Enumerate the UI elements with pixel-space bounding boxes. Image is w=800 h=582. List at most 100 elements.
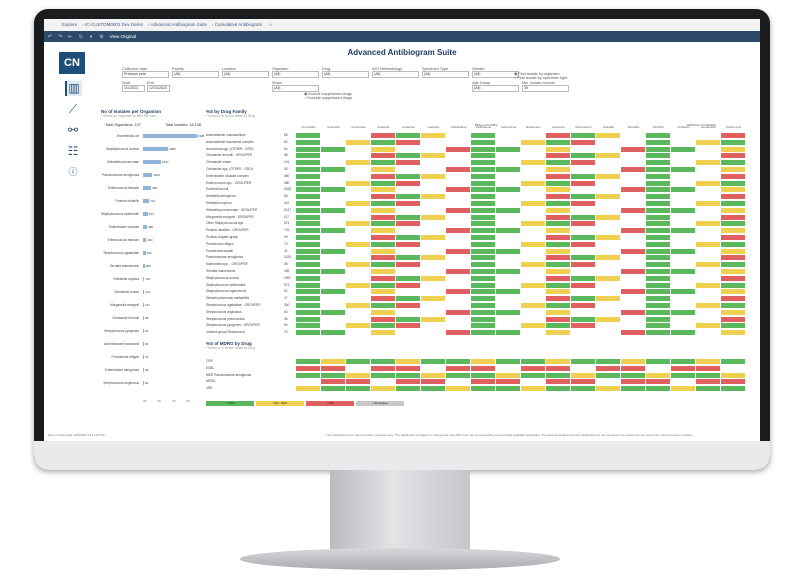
susceptibility-cell[interactable] bbox=[371, 309, 395, 315]
susceptibility-cell[interactable] bbox=[521, 303, 545, 308]
susceptibility-cell[interactable] bbox=[421, 235, 445, 240]
susceptibility-cell[interactable] bbox=[346, 235, 370, 240]
susceptibility-cell[interactable] bbox=[471, 139, 495, 145]
susceptibility-cell[interactable] bbox=[496, 289, 520, 295]
susceptibility-cell[interactable] bbox=[396, 296, 420, 302]
susceptibility-cell[interactable] bbox=[496, 269, 520, 274]
susceptibility-cell[interactable] bbox=[496, 207, 520, 213]
mdro-cell[interactable] bbox=[471, 386, 495, 392]
susceptibility-cell[interactable] bbox=[421, 282, 445, 288]
organism-row-label[interactable]: Klebsiella aerogenes bbox=[206, 194, 236, 199]
susceptibility-cell[interactable] bbox=[646, 289, 670, 295]
mdro-cell[interactable] bbox=[296, 359, 320, 364]
susceptibility-cell[interactable] bbox=[571, 282, 595, 288]
susceptibility-cell[interactable] bbox=[621, 221, 645, 227]
drug-column-header[interactable]: Tobramycin bbox=[725, 125, 742, 129]
refresh-icon[interactable]: ↻ bbox=[78, 34, 83, 40]
organism-row-label[interactable]: Acinetobacter baumannii complex bbox=[206, 139, 254, 144]
susceptibility-cell[interactable] bbox=[321, 255, 345, 261]
susceptibility-cell[interactable] bbox=[496, 316, 520, 322]
susceptibility-cell[interactable] bbox=[321, 241, 345, 247]
mdro-cell[interactable] bbox=[696, 379, 720, 385]
susceptibility-cell[interactable] bbox=[396, 187, 420, 193]
susceptibility-cell[interactable] bbox=[471, 214, 495, 220]
susceptibility-cell[interactable] bbox=[396, 275, 420, 281]
mdro-cell[interactable] bbox=[721, 372, 745, 378]
susceptibility-cell[interactable] bbox=[546, 296, 570, 302]
susceptibility-cell[interactable] bbox=[671, 296, 695, 302]
susceptibility-cell[interactable] bbox=[321, 167, 345, 172]
susceptibility-cell[interactable] bbox=[371, 241, 395, 247]
susceptibility-cell[interactable] bbox=[496, 194, 520, 200]
mdro-row-label[interactable]: MDR Pseudomonas aeruginosa bbox=[206, 372, 252, 377]
susceptibility-cell[interactable] bbox=[346, 153, 370, 159]
susceptibility-cell[interactable] bbox=[521, 173, 545, 179]
susceptibility-cell[interactable] bbox=[646, 201, 670, 206]
susceptibility-cell[interactable] bbox=[346, 228, 370, 234]
susceptibility-cell[interactable] bbox=[521, 275, 545, 281]
susceptibility-cell[interactable] bbox=[646, 255, 670, 261]
filter-dropdown[interactable]: (All) bbox=[322, 71, 369, 78]
susceptibility-cell[interactable] bbox=[546, 269, 570, 274]
susceptibility-cell[interactable] bbox=[371, 275, 395, 281]
susceptibility-cell[interactable] bbox=[446, 133, 470, 138]
susceptibility-cell[interactable] bbox=[596, 255, 620, 261]
mdro-cell[interactable] bbox=[696, 372, 720, 378]
susceptibility-cell[interactable] bbox=[446, 282, 470, 288]
susceptibility-cell[interactable] bbox=[596, 303, 620, 308]
susceptibility-cell[interactable] bbox=[721, 323, 745, 329]
susceptibility-cell[interactable] bbox=[471, 133, 495, 138]
breadcrumb-item[interactable]: Explore bbox=[62, 22, 78, 27]
susceptibility-cell[interactable] bbox=[371, 269, 395, 274]
susceptibility-cell[interactable] bbox=[721, 221, 745, 227]
redo-icon[interactable]: ↷ bbox=[58, 34, 63, 40]
susceptibility-cell[interactable] bbox=[521, 201, 545, 206]
susceptibility-cell[interactable] bbox=[546, 201, 570, 206]
filter-dropdown[interactable]: 12/31/2023 bbox=[147, 85, 170, 92]
mdro-cell[interactable] bbox=[571, 386, 595, 392]
breadcrumb-item[interactable]: IC-CUSTOM0001 Dev Demo bbox=[85, 22, 143, 27]
susceptibility-cell[interactable] bbox=[296, 309, 320, 315]
organism-row-label[interactable]: Pseudomonas aeruginosa bbox=[206, 255, 244, 260]
bar-row[interactable]: Pseudomonas aeruginosa 1105 bbox=[101, 172, 201, 178]
susceptibility-cell[interactable] bbox=[321, 173, 345, 179]
susceptibility-cell[interactable] bbox=[571, 323, 595, 329]
susceptibility-cell[interactable] bbox=[721, 289, 745, 295]
drug-column-header[interactable]: Ceftazidime bbox=[450, 125, 467, 129]
drug-column-header[interactable]: Meropenem bbox=[575, 125, 592, 129]
susceptibility-cell[interactable] bbox=[596, 323, 620, 329]
mdro-cell[interactable] bbox=[546, 386, 570, 392]
susceptibility-cell[interactable] bbox=[671, 146, 695, 152]
susceptibility-cell[interactable] bbox=[321, 235, 345, 240]
susceptibility-cell[interactable] bbox=[546, 214, 570, 220]
revert-icon[interactable]: ⇤ bbox=[68, 34, 73, 40]
susceptibility-cell[interactable] bbox=[471, 207, 495, 213]
mdro-cell[interactable] bbox=[546, 379, 570, 385]
susceptibility-cell[interactable] bbox=[721, 167, 745, 172]
susceptibility-cell[interactable] bbox=[671, 248, 695, 254]
susceptibility-cell[interactable] bbox=[671, 289, 695, 295]
filter-dropdown[interactable]: 1/1/2023 bbox=[122, 85, 145, 92]
susceptibility-cell[interactable] bbox=[421, 214, 445, 220]
susceptibility-cell[interactable] bbox=[571, 194, 595, 200]
susceptibility-cell[interactable] bbox=[296, 289, 320, 295]
susceptibility-cell[interactable] bbox=[696, 187, 720, 193]
susceptibility-cell[interactable] bbox=[371, 228, 395, 234]
susceptibility-cell[interactable] bbox=[546, 207, 570, 213]
susceptibility-cell[interactable] bbox=[496, 146, 520, 152]
susceptibility-cell[interactable] bbox=[621, 153, 645, 159]
susceptibility-cell[interactable] bbox=[721, 139, 745, 145]
susceptibility-cell[interactable] bbox=[696, 248, 720, 254]
susceptibility-cell[interactable] bbox=[596, 228, 620, 234]
susceptibility-cell[interactable] bbox=[496, 275, 520, 281]
organism-row-label[interactable]: Serratia marcescens bbox=[206, 269, 236, 273]
susceptibility-cell[interactable] bbox=[446, 296, 470, 302]
mdro-cell[interactable] bbox=[446, 359, 470, 364]
include-suppressed-radio[interactable]: ◉ Include suppressed drugs bbox=[304, 92, 352, 96]
susceptibility-cell[interactable] bbox=[421, 201, 445, 206]
susceptibility-cell[interactable] bbox=[721, 269, 745, 274]
bar[interactable] bbox=[143, 212, 148, 216]
susceptibility-cell[interactable] bbox=[621, 160, 645, 166]
susceptibility-cell[interactable] bbox=[321, 309, 345, 315]
susceptibility-cell[interactable] bbox=[546, 275, 570, 281]
